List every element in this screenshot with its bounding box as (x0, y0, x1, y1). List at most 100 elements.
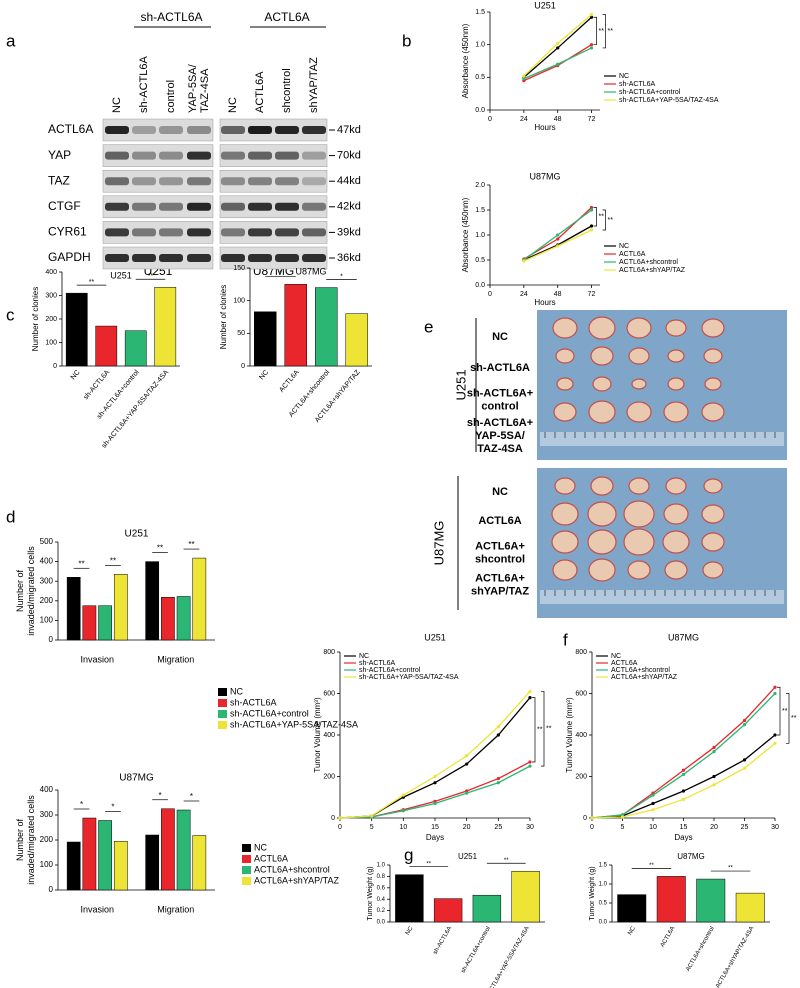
y-tick-label: 0.4 (377, 897, 386, 903)
point (681, 789, 686, 793)
point (589, 208, 594, 212)
protein-label: ACTL6A (48, 122, 93, 136)
blot-band (302, 177, 326, 186)
point (496, 781, 500, 785)
point (712, 783, 716, 787)
blot-band (302, 202, 326, 211)
group-label-group: NC (492, 331, 508, 343)
bar (315, 287, 338, 367)
x-tick-label: 25 (494, 824, 502, 831)
x-tick-label: 0 (590, 824, 594, 831)
x-axis-label-group: Hours (534, 298, 555, 307)
group-label: sh-ACTL6A+ (467, 387, 533, 399)
y-tick-label: 200 (575, 773, 587, 780)
blot-strip (102, 195, 214, 219)
series-line (339, 690, 531, 819)
x-tick-label: sh-ACTL6A+YAP-5SA/TAZ-4SA (483, 926, 531, 988)
x-tick-label-group: sh-ACTL6A+YAP-5SA/TAZ-4SA (101, 369, 171, 450)
blot-band (105, 126, 129, 134)
size-label: 42kd (337, 201, 361, 213)
y-axis-label: invaded/migrated cells (26, 795, 36, 885)
blot-band (275, 202, 299, 211)
chart-title: U251 (110, 270, 132, 280)
significance-label: ** (608, 28, 614, 35)
chart-title: U251 (125, 529, 149, 540)
chart-title-group: U251 (125, 529, 149, 540)
blot-group-header-group: sh-ACTL6A (140, 10, 202, 24)
blot-strip (102, 246, 214, 270)
legend-swatch (242, 844, 251, 852)
tumor (628, 477, 650, 495)
chart-title-group: U87MG (668, 632, 699, 642)
significance-label: ** (157, 544, 163, 553)
legend-swatch (218, 688, 227, 696)
y-tick-label: 1.5 (599, 863, 608, 869)
chart-title-group: U251 (534, 0, 556, 10)
group-label: NC (492, 486, 508, 498)
x-tick-label-group: ACTL6A (278, 369, 301, 394)
y-tick-label: 0 (49, 885, 54, 894)
blot-strip (102, 118, 214, 142)
blot-band (159, 254, 183, 262)
y-tick-label: 100 (40, 616, 54, 625)
tumor (554, 477, 576, 495)
series-line (339, 765, 531, 819)
x-axis-label: Days (674, 833, 692, 842)
x-tick-label-group: ACTL6A (660, 926, 677, 949)
legend-label: ACTL6A+shcontrol (254, 864, 330, 874)
group-label: shcontrol (475, 553, 525, 565)
tumor (552, 317, 578, 339)
chart-title: U87MG (119, 773, 154, 784)
x-tick-label: 0 (488, 116, 492, 123)
point (681, 797, 686, 801)
chart-title: U251 (424, 632, 446, 642)
point (528, 696, 532, 700)
point (528, 764, 532, 768)
y-tick-label: 2.0 (475, 182, 485, 189)
group-label-group: sh-ACTL6A+control (467, 387, 533, 412)
y-tick-label: 200 (45, 316, 57, 323)
significance-bracket (593, 16, 597, 46)
tumor (551, 502, 579, 526)
significance-label: ** (608, 217, 614, 224)
tumor (627, 560, 651, 580)
point (773, 741, 777, 745)
blot-band (132, 254, 156, 262)
y-axis-label: Tumor Volume (mm³) (313, 697, 322, 773)
x-tick-label: 24 (520, 116, 528, 123)
lane-label: shcontrol (281, 68, 293, 113)
blot-band (302, 254, 326, 262)
tumor (703, 478, 723, 494)
legend-swatch (242, 877, 251, 885)
legend-label: NC (619, 243, 629, 250)
y-tick-label: 1.0 (599, 882, 608, 888)
group-label-group: sh-ACTL6A+YAP-5SA/TAZ-4SA (467, 417, 533, 455)
tumor (702, 561, 724, 579)
tumor (665, 319, 687, 337)
bar (192, 557, 207, 641)
bar (511, 871, 540, 923)
series-line (339, 761, 531, 819)
point (465, 791, 469, 795)
series-line (523, 225, 592, 261)
protein-label: GAPDH (48, 250, 91, 264)
bar (124, 330, 147, 367)
y-axis-label-group: Number of clonies (31, 287, 40, 351)
group-label-group: sh-ACTL6A (470, 362, 530, 374)
x-tick-label: ACTL6A (278, 369, 301, 394)
lane-label-group: shYAP/TAZ (308, 57, 320, 113)
y-tick-label: 400 (45, 269, 57, 276)
significance-label: * (80, 800, 83, 809)
tumor (663, 401, 689, 423)
blot-strip (102, 144, 214, 167)
chart-title: U251 (458, 852, 478, 861)
significance-label: * (279, 270, 282, 277)
tumor (626, 401, 652, 423)
point (556, 41, 560, 45)
significance-label: ** (89, 279, 95, 286)
point (681, 768, 686, 772)
significance-label: ** (649, 863, 654, 869)
y-axis-label: Tumor Weight (g) (367, 866, 374, 920)
x-axis-label-group: Days (426, 833, 444, 842)
y-axis-label: Absorbance (450nm) (461, 23, 470, 98)
